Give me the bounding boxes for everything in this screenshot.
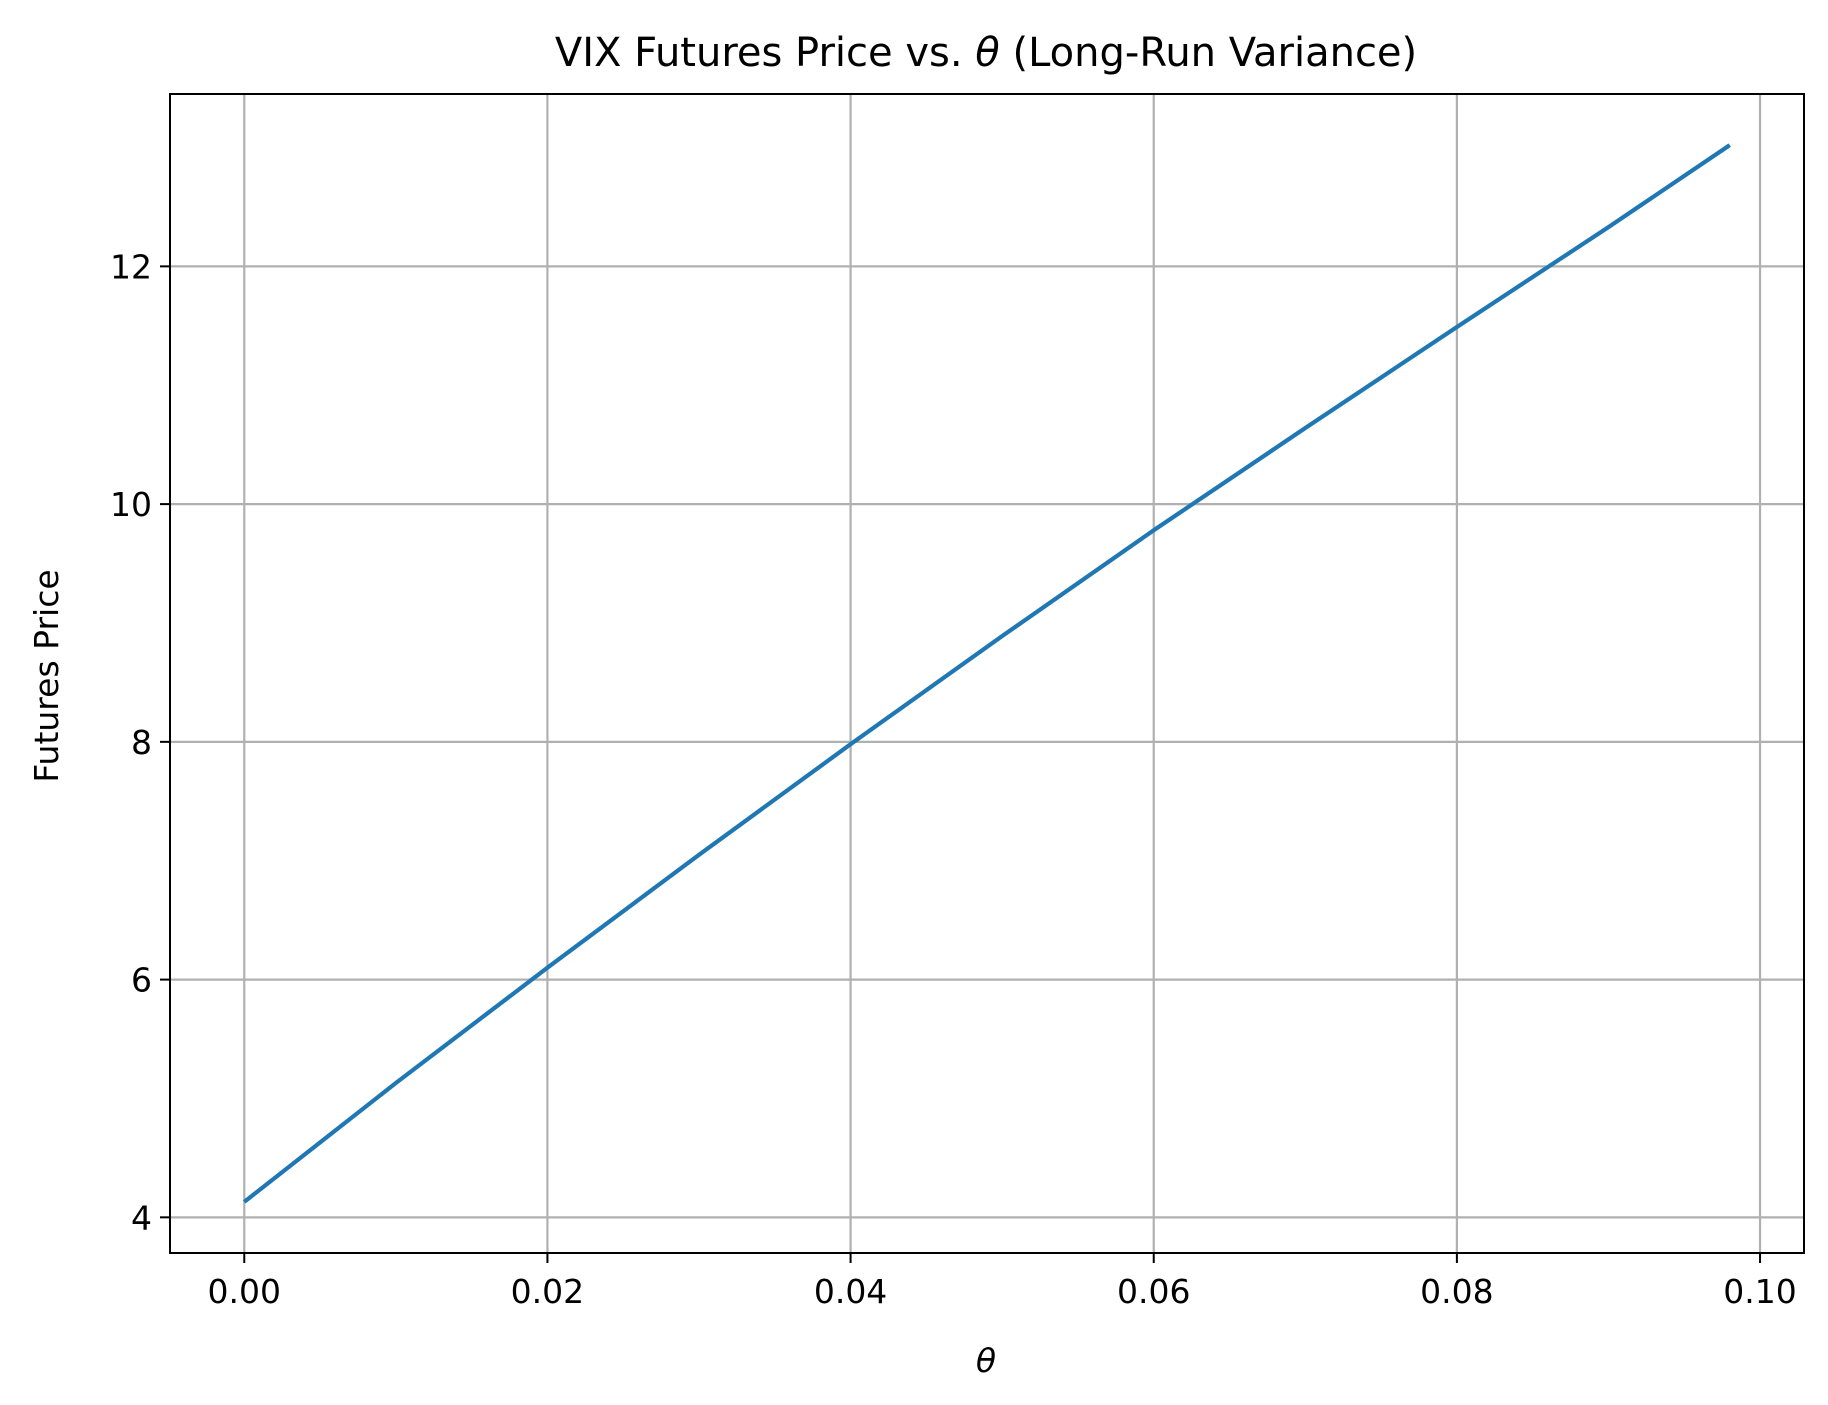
- series-line: [242, 143, 1731, 1204]
- x-tick-label: 0.04: [814, 1272, 887, 1311]
- chart-title-prefix: VIX Futures Price vs.: [555, 30, 975, 76]
- x-axis: 0.00 0.02 0.04 0.06 0.08 0.10: [208, 1253, 1797, 1311]
- y-tick-label: 4: [131, 1198, 152, 1237]
- x-tick-label: 0.02: [511, 1272, 584, 1311]
- y-tick-label: 6: [131, 961, 152, 1000]
- y-tick-label: 10: [110, 485, 152, 524]
- x-tick-label: 0.10: [1723, 1272, 1796, 1311]
- grid: [170, 94, 1804, 1253]
- x-axis-label: θ: [976, 1341, 996, 1380]
- chart-title-suffix: (Long-Run Variance): [1000, 30, 1417, 76]
- y-tick-label: 8: [131, 723, 152, 762]
- x-tick-label: 0.06: [1117, 1272, 1190, 1311]
- chart-title: VIX Futures Price vs. θ (Long-Run Varian…: [555, 30, 1417, 76]
- y-tick-label: 12: [110, 247, 152, 286]
- plot-frame: [169, 93, 1805, 1254]
- y-axis-label: Futures Price: [27, 569, 66, 782]
- y-axis: 4 6 8 10 12: [110, 247, 170, 1237]
- chart-title-theta: θ: [975, 30, 999, 76]
- series-layer: [242, 143, 1731, 1204]
- x-tick-label: 0.00: [208, 1272, 281, 1311]
- x-tick-label: 0.08: [1420, 1272, 1493, 1311]
